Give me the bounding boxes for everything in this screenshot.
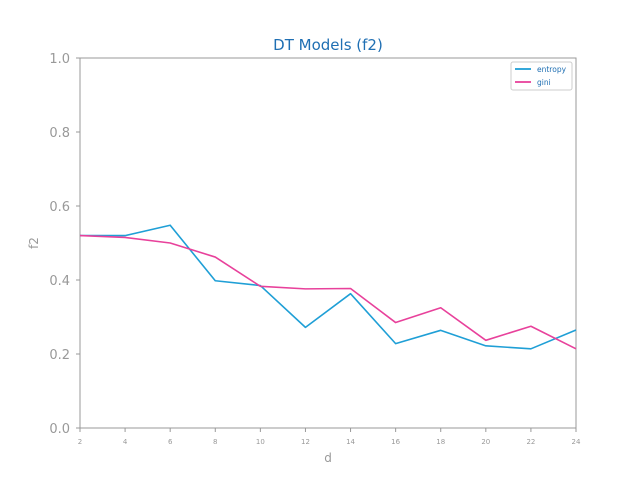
y-tick-label: 0.0 — [49, 422, 70, 437]
series-line-gini — [79, 234, 577, 350]
y-tick-label: 1.0 — [49, 52, 70, 67]
x-tick-label: 8 — [213, 438, 217, 446]
x-tick-label: 16 — [391, 438, 400, 446]
x-tick-label: 22 — [526, 438, 535, 446]
x-tick-label: 20 — [481, 438, 490, 446]
y-axis: 0.0 0.2 0.4 0.6 0.8 1.0 — [49, 52, 80, 437]
x-axis: 2 4 6 8 10 12 14 16 18 20 22 24 — [78, 428, 581, 446]
y-tick-label: 0.4 — [49, 274, 70, 289]
x-tick-label: 6 — [168, 438, 173, 446]
legend-label-entropy: entropy — [537, 65, 567, 74]
x-tick-label: 14 — [346, 438, 355, 446]
x-tick-label: 12 — [301, 438, 310, 446]
legend-label-gini: gini — [537, 78, 551, 87]
y-tick-label: 0.6 — [49, 200, 70, 215]
legend: entropy gini — [510, 61, 573, 91]
series-group — [79, 224, 577, 350]
plot-area — [79, 57, 577, 429]
x-tick-label: 2 — [78, 438, 82, 446]
x-axis-label: d — [324, 451, 332, 465]
x-tick-label: 4 — [123, 438, 128, 446]
y-axis-label: f2 — [27, 237, 41, 249]
x-tick-label: 18 — [436, 438, 445, 446]
chart-title: DT Models (f2) — [273, 36, 383, 54]
x-tick-label: 10 — [256, 438, 265, 446]
series-line-entropy — [80, 224, 577, 350]
y-tick-label: 0.8 — [49, 126, 70, 141]
y-tick-label: 0.2 — [49, 348, 70, 363]
x-tick-label: 24 — [572, 438, 581, 446]
